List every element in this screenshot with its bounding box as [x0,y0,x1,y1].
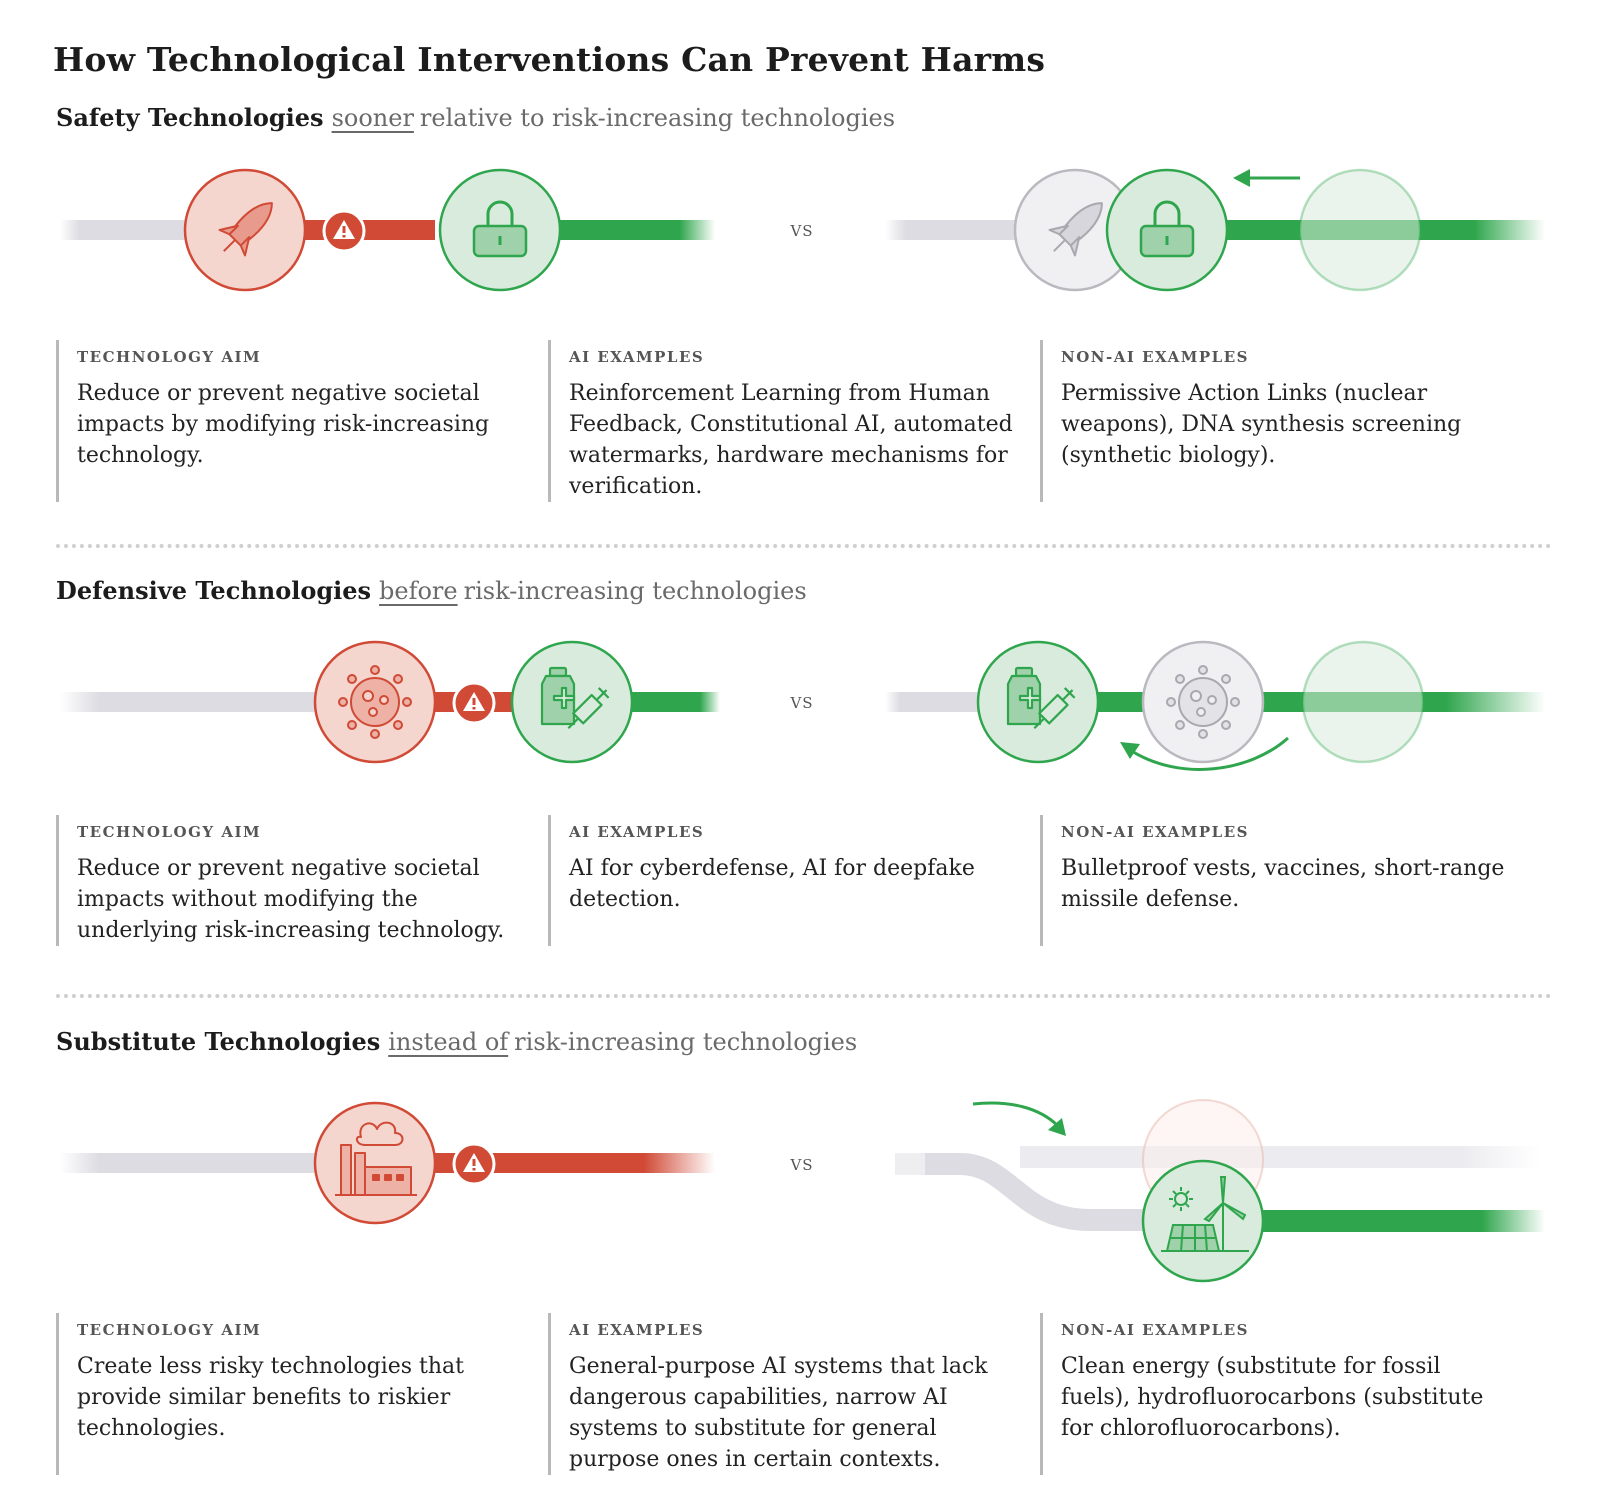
warning-icon [452,1142,496,1186]
section-divider [56,544,1552,548]
technology-aim-column: TECHNOLOGY AIM Create less risky technol… [56,1313,548,1475]
gray-track [885,220,1025,240]
column-label: TECHNOLOGY AIM [77,823,262,841]
column-label: AI EXAMPLES [569,348,705,366]
virus-icon [313,640,437,764]
safety-heading: Safety Technologies sooner relative to ris… [56,103,895,132]
non-ai-examples-column: NON-AI EXAMPLES Clean energy (substitute… [1040,1313,1532,1475]
lock-icon [438,168,562,292]
gray-track [885,692,985,712]
defensive-diagram: VS [0,632,1600,802]
column-text: AI for cyberdefense, AI for deepfake det… [569,856,975,912]
column-text: Reduce or prevent negative societal impa… [77,856,505,943]
gray-track [60,220,190,240]
virus-icon [1141,640,1265,764]
vs-label: VS [789,222,813,240]
vs-label: VS [789,1156,813,1174]
left-arrow-icon [1233,169,1300,187]
technology-aim-column: TECHNOLOGY AIM Reduce or prevent negativ… [56,340,548,502]
red-track [300,220,435,240]
heading-strong: Substitute Technologies [56,1027,381,1056]
heading-emphasis: instead of [388,1028,509,1056]
red-track [430,1153,715,1173]
gray-track [60,1153,322,1173]
vs-label: VS [789,694,813,712]
column-text: Clean energy (substitute for fossil fuel… [1061,1354,1484,1441]
ghost-position-circle [1298,168,1422,292]
column-label: TECHNOLOGY AIM [77,348,262,366]
column-text: Reduce or prevent negative societal impa… [77,381,490,468]
ghost-position-circle [1301,640,1425,764]
warning-icon [452,681,496,725]
curved-arrow-icon [972,1101,1066,1136]
heading-emphasis: sooner [331,104,414,132]
defensive-heading: Defensive Technologies before risk-increas… [56,576,807,605]
substitute-diagram: VS [0,1090,1600,1290]
defensive-columns: TECHNOLOGY AIM Reduce or prevent negativ… [56,815,1556,946]
green-track [1260,1210,1545,1232]
heading-emphasis: before [379,577,458,605]
page-title: How Technological Interventions Can Prev… [53,40,1046,79]
ai-examples-column: AI EXAMPLES Reinforcement Learning from … [548,340,1040,502]
heading-strong: Defensive Technologies [56,576,372,605]
safety-diagram: VS [0,160,1600,310]
substitute-heading: Substitute Technologies instead of risk-in… [56,1027,857,1056]
lock-icon [1105,168,1229,292]
section-divider [56,994,1552,998]
column-label: TECHNOLOGY AIM [77,1321,262,1339]
non-ai-examples-column: NON-AI EXAMPLES Bulletproof vests, vacci… [1040,815,1532,946]
column-label: AI EXAMPLES [569,823,705,841]
ai-examples-column: AI EXAMPLES AI for cyberdefense, AI for … [548,815,1040,946]
substitute-columns: TECHNOLOGY AIM Create less risky technol… [56,1313,1556,1475]
vaccine-icon [510,640,634,764]
warning-icon [322,209,366,253]
column-text: Reinforcement Learning from Human Feedba… [569,381,1013,499]
clean-energy-icon [1141,1159,1265,1283]
rocket-icon [183,168,307,292]
factory-icon [313,1101,437,1225]
curved-arrow-icon [1120,736,1289,771]
column-text: Permissive Action Links (nuclear weapons… [1061,381,1462,468]
technology-aim-column: TECHNOLOGY AIM Reduce or prevent negativ… [56,815,548,946]
gray-track [60,692,322,712]
rocket-icon [1013,168,1137,292]
heading-rest: risk-increasing technologies [463,577,807,605]
column-label: NON-AI EXAMPLES [1061,1321,1249,1339]
safety-columns: TECHNOLOGY AIM Reduce or prevent negativ… [56,340,1556,502]
ai-examples-column: AI EXAMPLES General-purpose AI systems t… [548,1313,1040,1475]
heading-rest: risk-increasing technologies [514,1028,858,1056]
non-ai-examples-column: NON-AI EXAMPLES Permissive Action Links … [1040,340,1532,502]
heading-strong: Safety Technologies [56,103,324,132]
column-label: NON-AI EXAMPLES [1061,823,1249,841]
faded-track [1020,1146,1540,1168]
column-text: Bulletproof vests, vaccines, short-range… [1061,856,1505,912]
heading-rest: relative to risk-increasing technologies [419,104,896,132]
column-text: General-purpose AI systems that lack dan… [569,1354,988,1472]
green-track [555,220,715,240]
vaccine-icon [976,640,1100,764]
column-label: AI EXAMPLES [569,1321,705,1339]
gray-curve-track [895,1153,1150,1231]
column-text: Create less risky technologies that prov… [77,1354,464,1441]
column-label: NON-AI EXAMPLES [1061,348,1249,366]
green-track [630,692,720,712]
